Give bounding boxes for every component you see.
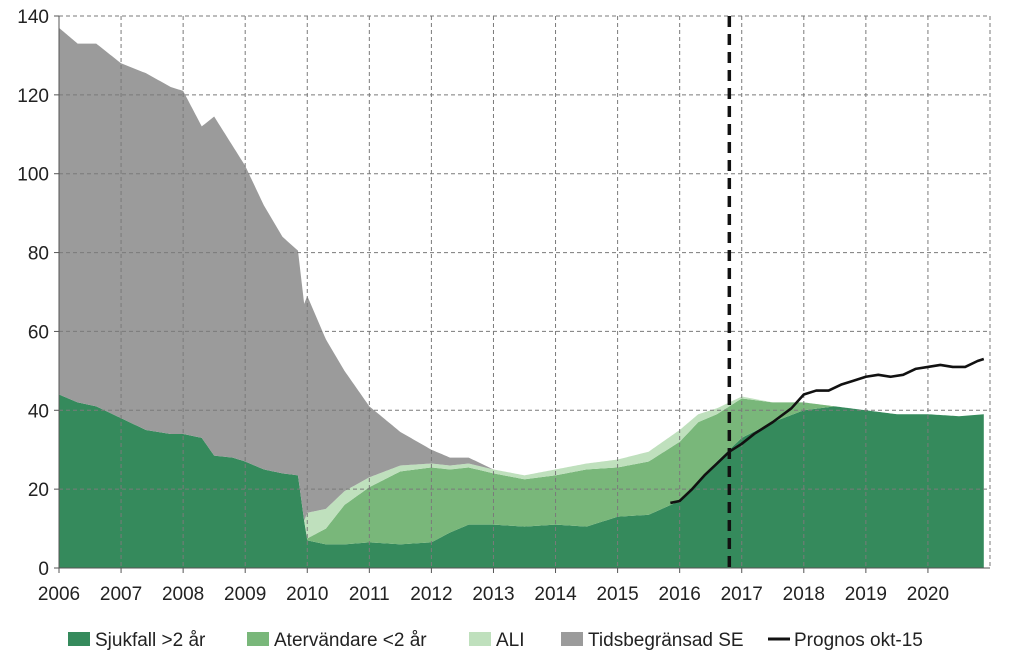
series-area-3 (59, 27, 984, 521)
area-layer (59, 27, 984, 568)
x-tick-label-13: 2019 (845, 584, 887, 605)
x-tick-label-12: 2018 (783, 584, 825, 605)
x-tick-label-3: 2009 (224, 584, 266, 605)
series-line-4 (670, 357, 985, 505)
x-tick-label-1: 2007 (100, 584, 142, 605)
x-tick-label-2: 2008 (162, 584, 204, 605)
series-area-0 (59, 394, 984, 568)
y-tick-label-3: 60 (28, 322, 49, 343)
legend-swatch-1 (247, 632, 269, 646)
x-tick-label-10: 2016 (659, 584, 701, 605)
y-tick-label-4: 80 (28, 244, 49, 265)
legend-label-4: Prognos okt-15 (794, 630, 923, 651)
legend-label-3: Tidsbegränsad SE (588, 630, 744, 651)
legend-swatch-3 (561, 632, 583, 646)
legend-label-2: ALI (496, 630, 525, 651)
x-tick-label-7: 2013 (472, 584, 514, 605)
series-area-1 (59, 394, 984, 545)
grid-layer (59, 15, 991, 568)
legend-swatch-0 (68, 632, 90, 646)
legend-label-1: Atervändare <2 år (274, 630, 427, 651)
x-tick-label-14: 2020 (907, 584, 949, 605)
x-tick-label-6: 2012 (410, 584, 452, 605)
line-layer (670, 16, 985, 568)
y-tick-label-2: 40 (28, 401, 49, 422)
x-tick-label-8: 2014 (534, 584, 577, 605)
x-tick-label-9: 2015 (596, 584, 638, 605)
x-tick-label-5: 2011 (349, 584, 390, 605)
y-tick-label-1: 20 (28, 480, 49, 501)
axis-layer: 0 20 40 60 80 100 120 140 2006 2007 2008 2009 2010 20… (17, 7, 990, 605)
x-tick-label-4: 2010 (286, 584, 328, 605)
x-tick-label-0: 2006 (38, 584, 80, 605)
y-tick-label-6: 120 (17, 86, 49, 107)
y-tick-label-0: 0 (38, 559, 49, 580)
legend: Sjukfall >2 år Atervändare <2 år ALI Tidsbe… (68, 630, 923, 651)
y-tick-label-7: 140 (17, 7, 49, 28)
x-tick-label-11: 2017 (721, 584, 763, 605)
legend-label-0: Sjukfall >2 år (95, 630, 206, 651)
y-tick-label-5: 100 (17, 165, 49, 186)
legend-swatch-2 (469, 632, 491, 646)
